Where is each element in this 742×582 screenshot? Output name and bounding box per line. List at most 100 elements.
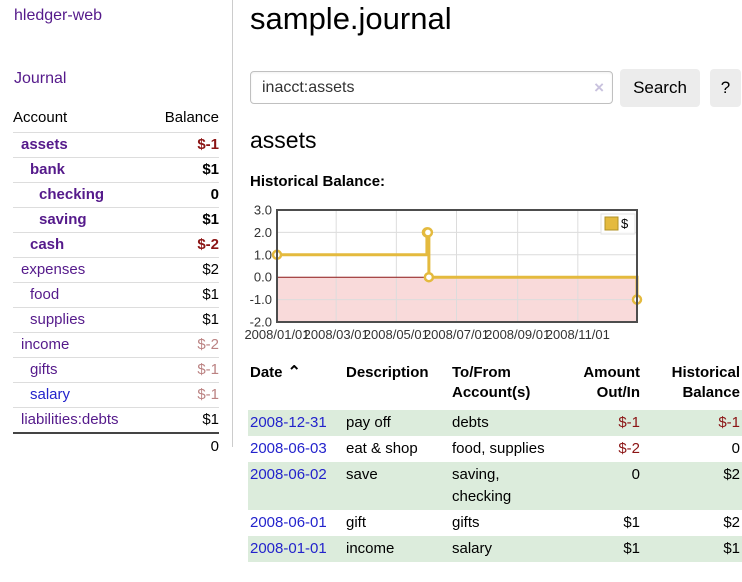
accounts-header-balance: Balance — [164, 109, 219, 126]
y-axis-tick-label: 3.0 — [254, 203, 272, 218]
register-table: Date ⌃ Description To/From Account(s) Amo… — [248, 361, 742, 562]
search-input[interactable] — [250, 71, 613, 104]
register-header-description: Description — [346, 364, 429, 381]
account-link[interactable]: supplies — [30, 311, 86, 328]
chart-title: Historical Balance: — [250, 173, 386, 190]
account-row: gifts $-1 — [13, 357, 219, 383]
account-balance: $1 — [149, 307, 219, 333]
transaction-row: 2008-01-01 income salary $1 $1 — [248, 536, 742, 562]
y-axis-tick-label: -1.0 — [250, 292, 272, 307]
account-balance: $-1 — [149, 132, 219, 158]
account-link[interactable]: income — [21, 336, 70, 353]
accounts-table: Account Balance assets $-1 bank $1 checking 0… — [13, 106, 219, 460]
transaction-amount: $1 — [623, 540, 640, 557]
account-link[interactable]: bank — [30, 161, 66, 178]
transaction-row: 2008-06-02 save saving, checking 0 $2 — [248, 462, 742, 510]
data-point-marker — [423, 271, 435, 283]
legend-label: $ — [621, 216, 629, 231]
transaction-accounts: food, supplies — [452, 440, 545, 457]
transaction-balance: $1 — [723, 540, 740, 557]
transaction-amount: $-2 — [618, 440, 640, 457]
y-axis-tick-label: 0.0 — [254, 270, 272, 285]
transaction-balance: $2 — [723, 466, 740, 483]
page-title: sample.journal — [250, 1, 452, 36]
account-balance: $2 — [149, 257, 219, 283]
y-axis-tick-label: -2.0 — [250, 315, 272, 330]
account-row: salary $-1 — [13, 382, 219, 408]
accounts-table-header-row: Account Balance — [13, 106, 219, 133]
account-balance: 0 — [149, 182, 219, 208]
account-link[interactable]: liabilities:debts — [21, 411, 119, 428]
register-header-row: Date ⌃ Description To/From Account(s) Amo… — [248, 361, 742, 410]
search-bar: × Search ? — [250, 69, 741, 107]
account-row: food $1 — [13, 282, 219, 308]
historical-balance-chart: 3.0 2.0 1.0 0.0 -1.0 -2.02008/01/012008/03/01… — [244, 203, 643, 342]
account-balance: $-2 — [149, 232, 219, 258]
clear-search-icon[interactable]: × — [594, 78, 604, 97]
search-box: × — [250, 69, 613, 104]
account-link[interactable]: assets — [21, 136, 68, 153]
account-balance: $1 — [149, 282, 219, 308]
transaction-date-link[interactable]: 2008-06-01 — [250, 514, 327, 531]
x-axis-tick-label: 2008/07/01 — [424, 327, 489, 342]
sidebar: hledger-web Journal Account Balance asse… — [0, 0, 233, 460]
x-axis-tick-label: 2008/01/01 — [244, 327, 309, 342]
account-row: checking 0 — [13, 182, 219, 208]
account-link[interactable]: saving — [39, 211, 87, 228]
legend-swatch — [604, 216, 619, 231]
account-row: cash $-2 — [13, 232, 219, 258]
register-header-accounts: To/From Account(s) — [452, 364, 531, 401]
transaction-date-link[interactable]: 2008-06-03 — [250, 440, 327, 457]
account-heading: assets — [250, 127, 317, 153]
transaction-balance: 0 — [731, 440, 740, 457]
transaction-date-link[interactable]: 2008-01-01 — [250, 540, 327, 557]
register-header-date[interactable]: Date ⌃ — [248, 361, 344, 410]
sidebar-item-journal[interactable]: Journal — [14, 70, 67, 87]
x-axis-tick-label: 2008/03/01 — [304, 327, 369, 342]
transaction-date-link[interactable]: 2008-12-31 — [250, 414, 327, 431]
transaction-row: 2008-06-01 gift gifts $1 $2 — [248, 510, 742, 536]
account-row: assets $-1 — [13, 132, 219, 158]
register-header-balance: Historical Balance — [671, 364, 740, 401]
account-balance: $-1 — [149, 382, 219, 408]
transaction-row: 2008-06-03 eat & shop food, supplies $-2 0 — [248, 436, 742, 462]
transaction-balance: $-1 — [718, 414, 740, 431]
data-point-marker — [422, 227, 434, 238]
account-link[interactable]: checking — [39, 186, 105, 203]
transaction-description: income — [346, 540, 395, 557]
account-row: supplies $1 — [13, 307, 219, 333]
account-balance: $1 — [149, 207, 219, 233]
account-balance: $1 — [149, 407, 219, 433]
app-brand-link[interactable]: hledger-web — [14, 7, 103, 24]
account-row: saving $1 — [13, 207, 219, 233]
transaction-accounts: debts — [452, 414, 489, 431]
register-header-date-label: Date — [250, 364, 283, 381]
transaction-date-link[interactable]: 2008-06-02 — [250, 466, 327, 483]
account-link[interactable]: cash — [30, 236, 65, 253]
account-link[interactable]: salary — [30, 386, 71, 403]
transaction-row: 2008-12-31 pay off debts $-1 $-1 — [248, 410, 742, 436]
account-balance: $-2 — [149, 332, 219, 358]
plot-border — [276, 209, 638, 323]
transaction-description: save — [346, 466, 378, 483]
account-link[interactable]: expenses — [21, 261, 86, 278]
transaction-accounts: saving, checking — [452, 466, 512, 505]
x-axis-tick-label: 2008/05/01 — [364, 327, 429, 342]
account-row: liabilities:debts $1 — [13, 407, 219, 433]
transaction-amount: $-1 — [618, 414, 640, 431]
transaction-description: eat & shop — [346, 440, 418, 457]
register-header-amount: Amount Out/In — [583, 364, 640, 401]
search-button[interactable]: Search — [620, 69, 700, 107]
transaction-accounts: gifts — [452, 514, 480, 531]
account-row: expenses $2 — [13, 257, 219, 283]
y-axis-tick-label: 1.0 — [254, 247, 272, 262]
account-link[interactable]: food — [30, 286, 60, 303]
sort-ascending-icon: ⌃ — [287, 364, 301, 381]
transaction-accounts: salary — [452, 540, 493, 557]
transaction-description: pay off — [346, 414, 391, 431]
y-axis-tick-label: 2.0 — [254, 225, 272, 240]
x-axis-tick-label: 2008/11/01 — [546, 327, 610, 342]
help-button[interactable]: ? — [710, 69, 741, 107]
account-link[interactable]: gifts — [30, 361, 58, 378]
account-row: bank $1 — [13, 157, 219, 183]
